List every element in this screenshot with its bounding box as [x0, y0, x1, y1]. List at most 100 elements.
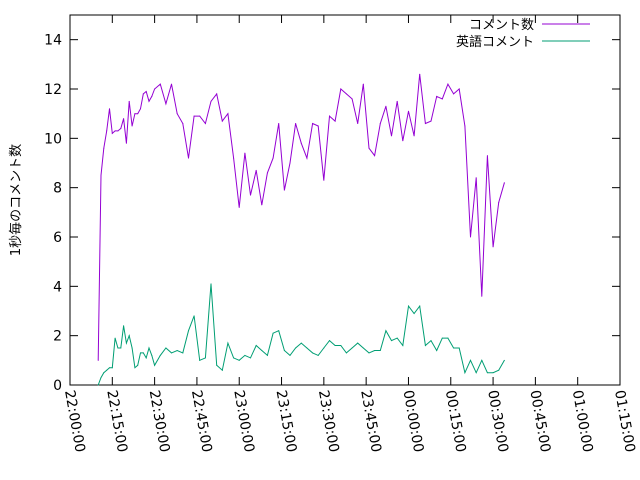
data-point: [430, 340, 432, 342]
x-tick-label: 01:00:00: [569, 389, 596, 454]
data-point: [171, 352, 173, 354]
x-axis: 22:00:00 22:15:00 22:30:00 22:45:00 23:00:00…: [61, 15, 638, 454]
data-point: [131, 125, 133, 127]
data-point: [140, 352, 142, 354]
data-point: [227, 342, 229, 344]
data-point: [283, 189, 285, 191]
plot-border: [69, 14, 621, 386]
y-tick-label: 6: [53, 230, 62, 246]
data-point: [266, 354, 268, 356]
data-point: [424, 345, 426, 347]
data-point: [441, 98, 443, 100]
data-point: [100, 377, 102, 379]
data-point: [419, 305, 421, 307]
data-point: [357, 342, 359, 344]
data-point: [204, 123, 206, 125]
data-point: [159, 354, 161, 356]
data-point: [391, 340, 393, 342]
data-point: [368, 352, 370, 354]
data-point: [123, 325, 125, 327]
data-point: [481, 295, 483, 297]
data-point: [407, 305, 409, 307]
data-point: [300, 342, 302, 344]
data-point: [312, 123, 314, 125]
y-axis: 0 2 4 6 8 10 12 14: [44, 33, 620, 394]
data-point: [413, 135, 415, 137]
y-tick-label: 10: [44, 131, 62, 147]
data-point: [128, 335, 130, 337]
data-point: [114, 337, 116, 339]
data-point: [148, 100, 150, 102]
data-point: [357, 123, 359, 125]
data-point: [374, 155, 376, 157]
data-point: [340, 88, 342, 90]
data-point: [216, 93, 218, 95]
data-point: [106, 130, 108, 132]
legend-label: コメント数: [469, 18, 534, 33]
data-point: [140, 108, 142, 110]
data-point: [233, 357, 235, 359]
data-point: [250, 357, 252, 359]
data-point: [334, 345, 336, 347]
data-point: [117, 130, 119, 132]
data-point: [103, 372, 105, 374]
data-point: [142, 352, 144, 354]
data-point: [362, 347, 364, 349]
x-tick-label: 00:15:00: [442, 389, 469, 454]
data-point: [475, 372, 477, 374]
data-point: [368, 147, 370, 149]
data-point: [351, 347, 353, 349]
data-point: [261, 204, 263, 206]
data-point: [187, 157, 189, 159]
data-point: [441, 337, 443, 339]
data-point: [97, 384, 99, 386]
data-point: [255, 169, 257, 171]
data-point: [458, 88, 460, 90]
data-point: [407, 110, 409, 112]
data-point: [486, 155, 488, 157]
data-point: [289, 162, 291, 164]
data-point: [334, 120, 336, 122]
data-point: [238, 359, 240, 361]
data-point: [238, 206, 240, 208]
data-point: [120, 127, 122, 129]
data-point: [154, 88, 156, 90]
data-point: [385, 105, 387, 107]
data-point: [272, 157, 274, 159]
data-point: [492, 246, 494, 248]
y-tick-label: 14: [44, 33, 62, 49]
series-line-1: [97, 74, 505, 361]
data-point: [278, 123, 280, 125]
data-point: [182, 123, 184, 125]
data-point: [328, 115, 330, 117]
data-point: [148, 347, 150, 349]
data-point: [123, 118, 125, 120]
data-point: [244, 152, 246, 154]
data-point: [396, 100, 398, 102]
data-point: [233, 157, 235, 159]
x-tick-label: 22:30:00: [146, 389, 173, 454]
data-point: [391, 135, 393, 137]
data-point: [345, 93, 347, 95]
data-point: [244, 354, 246, 356]
data-point: [120, 347, 122, 349]
x-tick-label: 22:15:00: [103, 389, 130, 454]
data-point: [413, 312, 415, 314]
data-point: [142, 93, 144, 95]
data-point: [106, 369, 108, 371]
y-axis-title: 1秒毎のコメント数: [8, 144, 24, 256]
x-tick-label: 23:00:00: [230, 389, 257, 454]
data-point: [419, 73, 421, 75]
data-point: [176, 113, 178, 115]
data-point: [154, 364, 156, 366]
data-point: [145, 90, 147, 92]
data-point: [498, 369, 500, 371]
data-point: [193, 115, 195, 117]
data-point: [261, 349, 263, 351]
data-point: [374, 349, 376, 351]
data-point: [498, 201, 500, 203]
data-point: [266, 172, 268, 174]
x-tick-label: 22:45:00: [188, 389, 215, 454]
data-point: [379, 123, 381, 125]
